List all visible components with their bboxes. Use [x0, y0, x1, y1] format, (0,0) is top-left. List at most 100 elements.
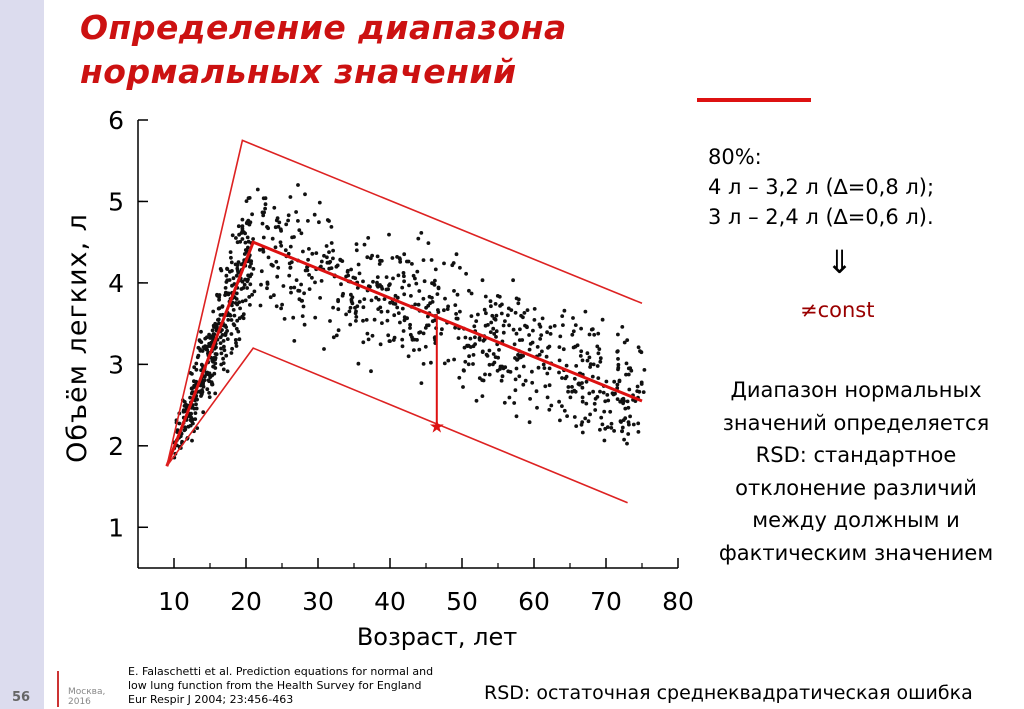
- scatter-point: [506, 313, 510, 318]
- scatter-point: [349, 267, 353, 272]
- scatter-point: [620, 429, 624, 433]
- scatter-point: [603, 399, 608, 404]
- scatter-point: [218, 341, 223, 345]
- scatter-point: [513, 310, 518, 315]
- scatter-point: [405, 259, 409, 264]
- scatter-point: [336, 328, 341, 333]
- scatter-point: [580, 385, 585, 390]
- scatter-point: [412, 348, 416, 352]
- scatter-point: [217, 297, 222, 302]
- scatter-point: [329, 225, 334, 229]
- scatter-point: [439, 331, 443, 336]
- scatter-point: [600, 317, 605, 322]
- scatter-point: [331, 248, 335, 253]
- scatter-point: [374, 295, 378, 300]
- scatter-point: [516, 301, 521, 306]
- scatter-point: [273, 225, 278, 230]
- scatter-point: [202, 346, 207, 351]
- scatter-point: [579, 349, 584, 354]
- scatter-point: [543, 384, 548, 389]
- scatter-point: [419, 231, 424, 235]
- scatter-point: [322, 347, 326, 351]
- scatter-point: [257, 248, 262, 252]
- scatter-point: [231, 308, 236, 312]
- scatter-point: [291, 315, 296, 320]
- scatter-point: [466, 362, 471, 367]
- scatter-point: [482, 307, 487, 312]
- scatter-point: [213, 321, 218, 326]
- scatter-point: [376, 297, 381, 302]
- scatter-point: [234, 236, 238, 240]
- scatter-point: [216, 306, 221, 311]
- scatter-point: [265, 286, 269, 291]
- scatter-point: [455, 292, 460, 297]
- page-number: 56: [12, 690, 31, 705]
- scatter-point: [193, 411, 198, 415]
- scatter-point: [329, 266, 334, 270]
- scatter-point: [294, 278, 299, 282]
- scatter-point: [588, 412, 592, 417]
- scatter-point: [350, 301, 355, 306]
- scatter-point: [408, 322, 412, 327]
- scatter-point: [636, 345, 641, 350]
- scatter-point: [261, 249, 266, 254]
- scatter-point: [571, 316, 575, 320]
- scatter-point: [390, 256, 395, 260]
- scatter-point: [538, 337, 543, 341]
- scatter-point: [639, 382, 644, 386]
- scatter-point: [344, 274, 348, 279]
- scatter-point: [194, 361, 199, 366]
- scatter-point: [626, 372, 631, 377]
- scatter-point: [275, 216, 280, 221]
- scatter-point: [515, 357, 520, 362]
- scatter-point: [235, 268, 240, 273]
- scatter-point: [193, 417, 198, 421]
- scatter-point: [580, 420, 585, 424]
- scatter-point: [263, 206, 267, 211]
- scatter-point: [400, 337, 405, 342]
- scatter-point: [234, 326, 239, 331]
- description-line: RSD: стандартное: [755, 443, 957, 467]
- scatter-point: [487, 372, 492, 377]
- scatter-point: [377, 262, 382, 266]
- scatter-point: [365, 255, 370, 260]
- scatter-point: [583, 309, 588, 314]
- stats-block: 80%: 4 л – 3,2 л (∆=0,8 л); 3 л – 2,4 л …: [708, 142, 934, 232]
- scatter-point: [228, 250, 233, 255]
- scatter-point: [596, 376, 601, 380]
- scatter-point: [641, 390, 646, 394]
- scatter-point: [234, 297, 239, 301]
- slide-title: Определение диапазона нормальных значени…: [80, 6, 567, 94]
- scatter-point: [527, 333, 531, 337]
- y-tick-label: 4: [108, 269, 124, 298]
- scatter-point: [488, 330, 493, 334]
- down-arrow-icon: ⇓: [826, 243, 853, 281]
- scatter-point: [299, 282, 303, 287]
- scatter-point: [417, 347, 422, 352]
- scatter-point: [408, 326, 412, 330]
- scatter-point: [413, 302, 418, 307]
- scatter-point: [642, 368, 647, 372]
- scatter-point: [203, 374, 207, 379]
- scatter-point: [199, 329, 203, 334]
- scatter-point: [379, 284, 384, 289]
- scatter-point: [587, 355, 592, 360]
- scatter-point: [250, 212, 255, 217]
- scatter-point: [207, 391, 212, 395]
- scatter-point: [592, 332, 597, 337]
- scatter-point: [512, 401, 517, 405]
- scatter-point: [356, 361, 361, 366]
- description-line: отклонение различий: [735, 475, 977, 500]
- scatter-point: [263, 196, 268, 201]
- scatter-point: [480, 349, 485, 354]
- scatter-point: [609, 426, 614, 430]
- scatter-point: [261, 235, 266, 240]
- scatter-point: [528, 397, 532, 401]
- scatter-point: [362, 297, 367, 301]
- scatter-point: [221, 339, 226, 343]
- scatter-point: [292, 285, 297, 290]
- scatter-point: [436, 286, 441, 291]
- scatter-point: [348, 322, 353, 327]
- scatter-point: [442, 308, 446, 313]
